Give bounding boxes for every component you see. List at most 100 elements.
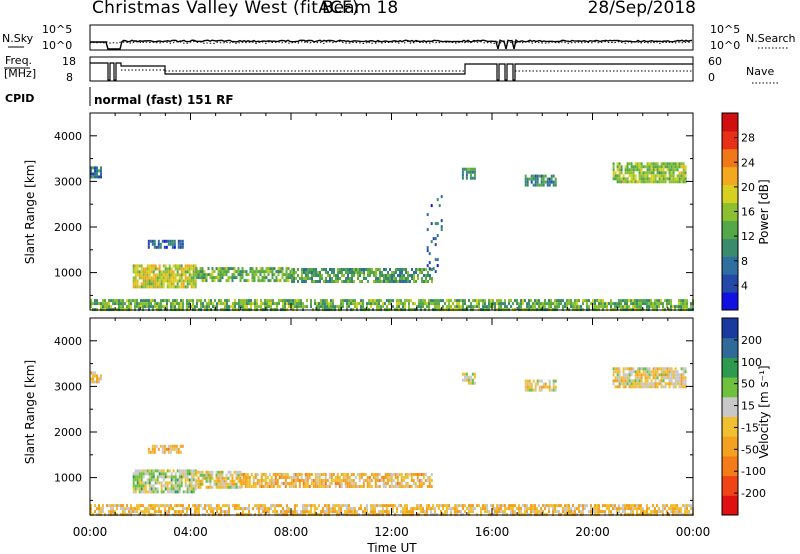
velocity-cell: [656, 373, 659, 377]
velocity-cell: [231, 473, 234, 477]
velocity-cell: [244, 473, 247, 476]
power-cell: [636, 299, 638, 303]
power-cell: [552, 183, 555, 187]
velocity-cell: [668, 507, 670, 511]
velocity-cell: [207, 470, 210, 474]
power-cell: [176, 279, 179, 283]
velocity-cell: [420, 510, 422, 514]
velocity-cell: [660, 373, 663, 377]
power-cell: [154, 267, 157, 271]
velocity-cell: [220, 507, 222, 511]
velocity-cell: [420, 504, 422, 508]
velocity-cell: [158, 507, 160, 511]
velocity-cell: [192, 504, 194, 508]
power-cell: [239, 276, 242, 280]
velocity-cell: [632, 385, 635, 389]
power-cell: [217, 273, 220, 277]
power-cell: [285, 273, 288, 277]
velocity-cell: [164, 510, 166, 514]
power-cell: [626, 299, 628, 303]
velocity-cell: [512, 504, 514, 508]
power-cell: [218, 302, 220, 306]
power-cell: [134, 267, 137, 271]
power-heatmap: [90, 162, 694, 312]
power-cell: [580, 305, 582, 309]
velocity-cell: [652, 510, 654, 514]
noise-sky-line: [90, 39, 693, 50]
power-cell: [502, 302, 504, 306]
velocity-cell: [262, 479, 265, 482]
power-cell: [150, 264, 153, 268]
power-cell: [674, 180, 677, 184]
power-cell: [289, 273, 292, 277]
velocity-cell: [215, 473, 218, 477]
power-cell: [195, 270, 198, 274]
velocity-cell: [380, 479, 383, 482]
power-cell: [588, 299, 590, 303]
velocity-cell: [280, 504, 282, 508]
velocity-cell: [462, 507, 464, 511]
power-cell: [116, 299, 118, 303]
power-cell: [208, 302, 210, 306]
velocity-cell: [182, 504, 184, 508]
power-cell: [562, 305, 564, 309]
power-cell: [248, 299, 250, 303]
velocity-cell: [536, 507, 538, 511]
power-cell: [656, 174, 659, 178]
velocity-cell: [222, 510, 224, 514]
velocity-cell: [262, 473, 265, 476]
velocity-cell: [168, 504, 170, 508]
power-cell: [167, 239, 170, 243]
power-cell: [190, 264, 193, 268]
power-cell: [678, 302, 680, 306]
power-cell: [434, 222, 437, 226]
velocity-cell: [670, 382, 673, 386]
power-cell: [140, 299, 142, 303]
velocity-cell: [366, 510, 368, 514]
power-cell: [241, 267, 244, 271]
power-cell: [148, 264, 151, 268]
power-cell: [219, 270, 222, 274]
power-cell: [188, 264, 191, 268]
velocity-cell: [152, 487, 155, 491]
velocity-cell: [244, 485, 247, 488]
velocity-cell: [106, 504, 108, 508]
power-cell: [104, 305, 106, 309]
power-cell: [325, 271, 327, 274]
velocity-cell: [454, 507, 456, 511]
power-cell: [154, 299, 156, 303]
power-cell: [256, 299, 258, 303]
power-cell: [186, 270, 189, 274]
power-cell: [192, 302, 194, 306]
power-cell: [652, 171, 655, 175]
power-cell: [130, 305, 132, 309]
power-cell: [461, 173, 464, 177]
velocity-cbar-swatch: [722, 377, 738, 398]
noise-panel: N.Sky 10^5 10^0 10^5 10^0 N.Search: [2, 23, 796, 52]
velocity-cell: [366, 485, 369, 488]
power-cell: [154, 276, 157, 280]
velocity-cell: [336, 479, 339, 482]
velocity-cell: [166, 510, 168, 514]
velocity-cell: [197, 485, 200, 489]
power-cell: [458, 299, 460, 303]
velocity-cell: [416, 485, 419, 488]
power-cell: [417, 277, 419, 280]
velocity-cell: [472, 507, 474, 511]
power-cell: [153, 242, 156, 246]
velocity-cell: [310, 482, 313, 485]
power-cell: [269, 267, 272, 271]
velocity-cell: [418, 504, 420, 508]
power-cell: [347, 280, 349, 283]
power-cell: [146, 305, 148, 309]
velocity-cell: [634, 382, 637, 386]
power-cell: [96, 172, 98, 176]
velocity-cell: [282, 510, 284, 514]
velocity-cell: [268, 479, 271, 482]
velocity-cell: [348, 510, 350, 514]
power-cell: [148, 285, 151, 289]
velocity-cell: [424, 479, 427, 482]
velocity-cell: [252, 482, 255, 485]
velocity-cell: [386, 482, 389, 485]
velocity-cell: [642, 370, 645, 374]
